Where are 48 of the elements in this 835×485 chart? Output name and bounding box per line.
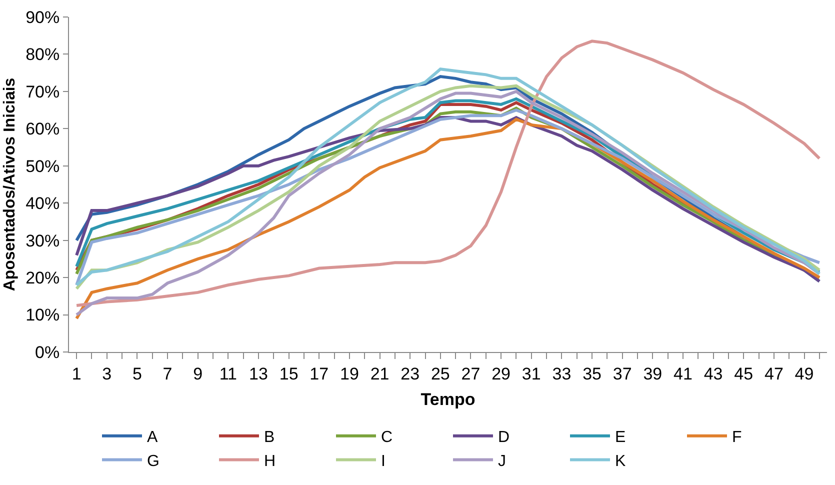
y-tick-label: 60% <box>26 120 60 139</box>
x-tick-label: 9 <box>193 364 203 384</box>
x-tick-label: 13 <box>249 364 268 384</box>
x-tick-label: 5 <box>132 364 142 384</box>
legend-label: F <box>732 429 742 446</box>
y-axis-title: Aposentados/Ativos Iniciais <box>1 78 18 292</box>
x-tick-label: 43 <box>704 364 723 384</box>
x-axis-title: Tempo <box>420 390 476 409</box>
x-tick-label: 31 <box>522 364 541 384</box>
legend-label: B <box>264 429 275 446</box>
x-tick-label: 17 <box>310 364 329 384</box>
legend-label: H <box>264 452 276 470</box>
y-tick-label: 40% <box>26 194 60 214</box>
y-tick-label: 80% <box>26 45 60 64</box>
x-tick-label: 1 <box>72 364 82 384</box>
x-tick-label: 37 <box>612 364 632 384</box>
legend-label: G <box>147 452 160 470</box>
legend-label: C <box>381 429 393 446</box>
x-tick-label: 15 <box>279 364 298 384</box>
y-tick-label: 10% <box>26 306 60 325</box>
x-tick-label: 35 <box>582 364 602 384</box>
x-tick-label: 25 <box>430 364 450 384</box>
x-tick-label: 21 <box>370 364 390 384</box>
legend-label: J <box>498 452 506 470</box>
x-tick-label: 33 <box>552 364 572 384</box>
legend-label: E <box>615 429 626 446</box>
y-tick-label: 50% <box>26 156 60 176</box>
y-tick-label: 70% <box>26 82 60 102</box>
legend-label: I <box>381 452 386 470</box>
y-tick-label: 20% <box>26 268 60 288</box>
legend-label: D <box>498 429 510 446</box>
y-tick-label: 90% <box>26 8 60 27</box>
x-tick-label: 49 <box>794 364 814 384</box>
y-tick-label: 0% <box>35 342 60 362</box>
legend-label: A <box>147 429 158 446</box>
x-tick-label: 23 <box>400 364 420 384</box>
x-tick-label: 29 <box>492 364 511 384</box>
x-tick-label: 11 <box>219 364 238 384</box>
x-tick-label: 45 <box>734 364 754 384</box>
x-tick-label: 27 <box>461 364 480 384</box>
x-tick-label: 41 <box>674 364 692 384</box>
x-tick-label: 47 <box>764 364 784 384</box>
legend-label: K <box>615 452 626 470</box>
x-tick-label: 19 <box>340 364 359 384</box>
x-tick-label: 3 <box>102 364 112 384</box>
x-tick-label: 7 <box>162 364 172 384</box>
y-tick-label: 30% <box>26 231 60 250</box>
x-tick-label: 39 <box>643 364 662 384</box>
